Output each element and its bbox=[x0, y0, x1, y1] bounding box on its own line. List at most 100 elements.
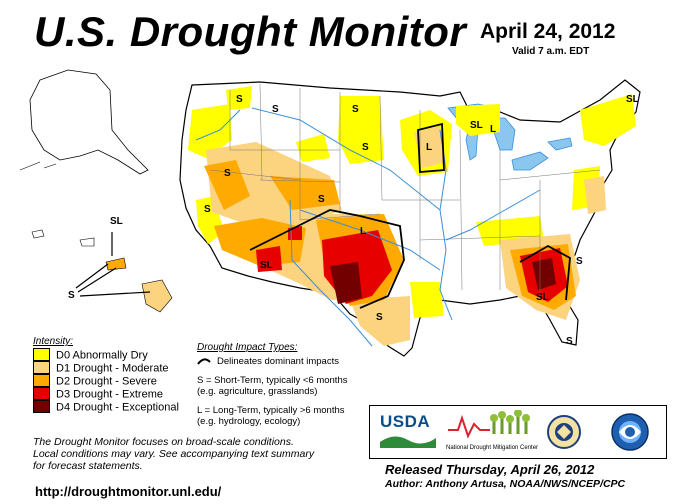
rivers bbox=[195, 107, 541, 347]
d0-michigan bbox=[456, 104, 500, 136]
label-l-michigan: L bbox=[490, 124, 496, 135]
label-s-texas: S bbox=[376, 312, 383, 323]
arkansas-river bbox=[299, 209, 441, 271]
usda-logo: USDA bbox=[380, 412, 436, 452]
label-sl-georgia: SL bbox=[536, 292, 549, 303]
author-credit: Author: Anthony Artusa, NOAA/NWS/NCEP/CP… bbox=[385, 478, 626, 490]
legend-swatch-d2 bbox=[33, 374, 50, 387]
legend-swatch-d3 bbox=[33, 387, 50, 400]
label-l-southern-plains: L bbox=[360, 226, 366, 237]
legend-label-d0: D0 Abnormally Dry bbox=[56, 349, 148, 362]
d0-montana bbox=[226, 86, 252, 110]
impact-line-icon bbox=[197, 358, 211, 365]
impact-short-term: S = Short-Term, typically <6 months bbox=[197, 374, 348, 386]
ndmc-wave-icon bbox=[448, 409, 530, 439]
note-line-1: The Drought Monitor focuses on broad-sca… bbox=[33, 436, 294, 448]
d0-dakotas bbox=[338, 96, 384, 164]
ndmc-logo-text: National Drought Mitigation Center bbox=[446, 445, 539, 451]
drought-areas bbox=[188, 86, 636, 346]
d4-texas bbox=[330, 262, 362, 304]
rio-grande bbox=[289, 199, 373, 347]
hawaii-island-maui bbox=[105, 257, 127, 271]
legend-item-d4: D4 Drought - Exceptional bbox=[33, 400, 179, 414]
alaska-land bbox=[29, 69, 149, 175]
hawaii-pointer-lines bbox=[75, 232, 151, 297]
map-title: U.S. Drought Monitor bbox=[34, 8, 467, 55]
impact-types-title: Drought Impact Types: bbox=[197, 342, 298, 353]
impact-line-desc: Delineates dominant impacts bbox=[217, 356, 339, 367]
d0-northwest bbox=[188, 104, 232, 158]
alaska-islands bbox=[19, 161, 57, 171]
d0-northeast bbox=[580, 94, 636, 146]
legend-item-d2: D2 Drought - Severe bbox=[33, 374, 179, 388]
columbia-river bbox=[195, 109, 241, 141]
label-s-colorado: S bbox=[318, 194, 325, 205]
hawaii bbox=[31, 229, 173, 313]
hawaii-island-small-2 bbox=[79, 237, 95, 247]
d1-wisconsin bbox=[414, 126, 446, 168]
intensity-legend: D0 Abnormally Dry D1 Drought - Moderate … bbox=[33, 348, 179, 414]
noaa-logo-icon bbox=[611, 413, 649, 451]
legend-swatch-d4 bbox=[33, 400, 50, 413]
alaska bbox=[19, 69, 149, 175]
label-s-idaho: S bbox=[272, 104, 279, 115]
d3-new-mexico bbox=[256, 246, 282, 272]
label-s-florida: S bbox=[566, 336, 573, 347]
impact-long-term: L = Long-Term, typically >6 months bbox=[197, 404, 345, 416]
d0-texas-east bbox=[410, 282, 444, 318]
hawaii-island-small-1 bbox=[31, 229, 45, 239]
d2-nevada bbox=[204, 160, 250, 210]
label-s-nevada: S bbox=[224, 168, 231, 179]
partner-logos: USDA National Drought Mitigation Center bbox=[369, 405, 667, 459]
legend-item-d0: D0 Abnormally Dry bbox=[33, 348, 179, 362]
impact-line-southeast bbox=[519, 244, 571, 301]
doc-seal-icon bbox=[547, 415, 581, 449]
label-s-dakota: S bbox=[362, 142, 369, 153]
ndmc-logo: National Drought Mitigation Center bbox=[446, 409, 542, 454]
hawaii-island-big bbox=[141, 279, 173, 313]
legend-swatch-d1 bbox=[33, 361, 50, 374]
note-line-3: for forecast statements. bbox=[33, 460, 143, 472]
d2-utah-colorado bbox=[270, 176, 340, 210]
state-lines-western bbox=[209, 83, 383, 221]
missouri-river bbox=[251, 107, 441, 211]
mississippi-river bbox=[439, 129, 453, 321]
state-boundaries bbox=[209, 83, 601, 300]
label-sl-michigan: SL bbox=[470, 120, 483, 131]
note-line-2: Local conditions may vary. See accompany… bbox=[33, 448, 315, 460]
d1-virginia bbox=[584, 176, 606, 214]
legend-label-d1: D1 Drought - Moderate bbox=[56, 362, 169, 375]
website-url[interactable]: http://droughtmonitor.unl.edu/ bbox=[35, 484, 222, 499]
legend-label-d4: D4 Drought - Exceptional bbox=[56, 401, 179, 414]
d0-colorado bbox=[296, 134, 330, 162]
label-l-wisconsin: L bbox=[426, 142, 432, 153]
ohio-river bbox=[445, 189, 541, 241]
label-sl-newengland: SL bbox=[626, 94, 639, 105]
impact-short-term-example: (e.g. agriculture, grasslands) bbox=[197, 386, 318, 397]
impact-types: Delineates dominant impacts S = Short-Te… bbox=[197, 356, 347, 428]
map-date: April 24, 2012 bbox=[480, 20, 616, 43]
legend-item-d1: D1 Drought - Moderate bbox=[33, 361, 179, 375]
label-s-montana: S bbox=[236, 94, 243, 105]
state-lines-eastern bbox=[382, 110, 601, 300]
legend-item-d3: D3 Drought - Extreme bbox=[33, 387, 179, 401]
legend-label-d3: D3 Drought - Extreme bbox=[56, 388, 163, 401]
label-sl-new-mexico: SL bbox=[260, 260, 273, 271]
legend-label-d2: D2 Drought - Severe bbox=[56, 375, 157, 388]
label-s-carolinas: S bbox=[576, 256, 583, 267]
legend-swatch-d0 bbox=[33, 348, 50, 361]
impact-line-southwest bbox=[249, 209, 405, 309]
legend-title: Intensity: bbox=[33, 336, 74, 347]
d4-georgia bbox=[532, 258, 556, 290]
usda-hills-icon bbox=[380, 436, 436, 448]
release-date: Released Thursday, April 26, 2012 bbox=[385, 462, 595, 477]
usda-logo-text: USDA bbox=[380, 412, 431, 431]
label-sl-hawaii: SL bbox=[110, 216, 123, 227]
label-s-hawaii: S bbox=[68, 290, 75, 301]
impact-long-term-example: (e.g. hydrology, ecology) bbox=[197, 416, 301, 427]
impact-line-wisconsin bbox=[417, 122, 445, 173]
impact-labels: S S S S L SL L SL S S S L SL S SL S S SL… bbox=[68, 94, 639, 347]
label-s-dakota-north: S bbox=[352, 104, 359, 115]
d1-gulf-texas bbox=[350, 296, 410, 346]
